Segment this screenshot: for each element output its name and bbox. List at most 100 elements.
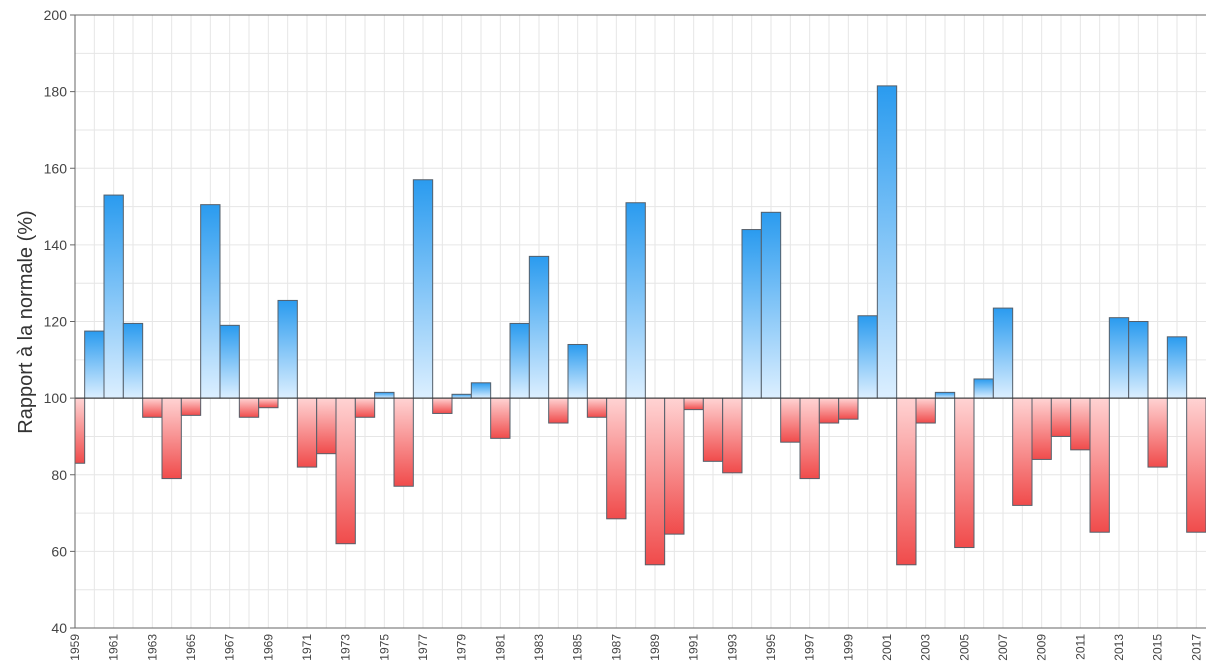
bar-1970 (277, 299, 298, 399)
bar-1996 (780, 397, 801, 443)
x-tick-label: 1967 (223, 634, 237, 661)
x-tick-label: 1969 (261, 634, 275, 661)
bar-2015 (1147, 397, 1168, 468)
bar-1966 (200, 204, 221, 399)
bar-2010 (1050, 397, 1072, 437)
y-tick-label: 80 (51, 467, 67, 483)
bar-1980 (470, 382, 492, 399)
bar-1968 (238, 397, 260, 418)
y-axis-label: Rapport à la normale (%) (15, 210, 37, 433)
x-tick-label: 1973 (339, 634, 353, 661)
bar-2013 (1108, 317, 1130, 399)
x-tick-label: 1963 (145, 634, 159, 661)
bar-1964 (161, 397, 182, 480)
bar-2007 (992, 307, 1014, 399)
x-tick-label: 2011 (1073, 634, 1087, 660)
x-tick-label: 1993 (725, 634, 739, 661)
bar-1974 (354, 397, 376, 418)
x-tick-label: 1989 (648, 634, 662, 661)
bar-1959 (74, 397, 86, 464)
x-tick-label: 1997 (803, 634, 817, 661)
x-tick-label: 1999 (841, 634, 855, 661)
bar-2012 (1089, 397, 1110, 533)
x-tick-label: 1987 (609, 634, 623, 661)
bar-1981 (490, 397, 511, 439)
bar-1977 (412, 179, 434, 399)
bar-2005 (954, 397, 975, 549)
bar-1986 (586, 397, 608, 418)
bar-1975 (374, 391, 395, 399)
bar-2009 (1031, 397, 1052, 460)
bar-1983 (528, 255, 550, 399)
bar-1967 (219, 324, 240, 399)
bar-1987 (606, 397, 627, 520)
bar-1995 (760, 211, 782, 399)
bar-2011 (1070, 397, 1091, 451)
bar-2014 (1128, 321, 1149, 399)
bar-1972 (316, 397, 337, 455)
y-tick-label: 200 (44, 7, 68, 23)
bar-2006 (973, 378, 994, 399)
y-tick-label: 100 (44, 390, 68, 406)
bar-1971 (296, 397, 318, 468)
bar-1990 (664, 397, 685, 535)
x-tick-label: 2015 (1151, 634, 1165, 661)
x-tick-label: 1979 (455, 634, 469, 661)
bar-1993 (722, 397, 743, 474)
y-tick-label: 60 (51, 543, 67, 559)
x-tick-label: 1985 (571, 634, 585, 661)
grid-lines (74, 14, 1206, 629)
y-tick-label: 180 (44, 84, 68, 100)
x-tick-label: 1983 (532, 634, 546, 661)
bar-2016 (1166, 336, 1188, 399)
bar-1982 (509, 322, 530, 399)
bar-1979 (451, 393, 472, 399)
x-tick-label: 2001 (880, 634, 894, 661)
x-tick-label: 1975 (377, 634, 391, 661)
bar-1997 (799, 397, 820, 480)
x-tick-label: 1977 (416, 634, 430, 661)
bar-1989 (644, 397, 666, 566)
y-tick-label: 160 (44, 160, 68, 176)
x-tick-label: 2009 (1035, 634, 1049, 661)
x-tick-label: 2007 (996, 634, 1010, 661)
y-tick-label: 40 (51, 620, 67, 636)
bar-1960 (84, 330, 105, 399)
bar-1962 (122, 322, 144, 399)
bar-1988 (625, 202, 646, 399)
bar-1991 (683, 397, 704, 411)
x-tick-label: 2017 (1189, 634, 1203, 661)
axes: 40 60 80 100 120 140 160 180 200 1959 1961 1963 1965… (44, 7, 1206, 661)
bar-2000 (857, 315, 878, 399)
bar-1973 (335, 397, 356, 545)
bar-1961 (103, 194, 124, 399)
bar-1984 (548, 397, 569, 424)
bar-1998 (818, 397, 840, 424)
bar-1969 (258, 397, 279, 409)
bar-2004 (934, 391, 956, 399)
bar-1965 (180, 397, 202, 416)
x-tick-label: 1991 (687, 634, 701, 661)
bar-1976 (393, 397, 414, 487)
bar-1963 (142, 397, 163, 418)
bar-1985 (567, 343, 588, 399)
bar-2003 (915, 397, 936, 424)
x-tick-label: 1971 (300, 634, 314, 661)
bar-2017 (1186, 397, 1206, 533)
bar-1994 (741, 229, 762, 399)
y-tick-label: 120 (44, 314, 68, 330)
x-tick-label: 1981 (493, 634, 507, 661)
bar-1999 (838, 397, 859, 420)
x-tick-label: 1959 (68, 634, 82, 661)
x-tick-label: 2003 (919, 634, 933, 661)
bars (74, 85, 1206, 566)
bar-2002 (896, 397, 917, 566)
x-tick-label: 1965 (184, 634, 198, 661)
bar-1992 (702, 397, 724, 462)
bar-2001 (876, 85, 898, 399)
x-tick-label: 1961 (107, 634, 121, 661)
x-tick-label: 2005 (957, 634, 971, 661)
x-tick-label: 1995 (764, 634, 778, 661)
